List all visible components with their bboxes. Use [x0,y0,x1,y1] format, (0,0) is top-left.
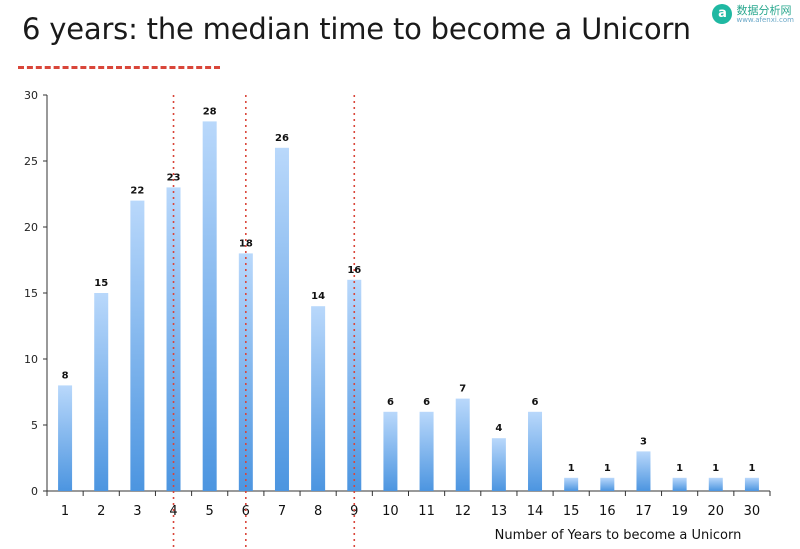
bar [58,385,73,491]
data-label: 4 [495,423,502,434]
title-underline [18,66,220,69]
data-label: 28 [203,106,217,117]
bar [564,477,579,491]
x-tick-label: 15 [563,504,580,519]
bar [528,411,543,491]
bar [94,293,109,491]
bar-series: 8152223281826141666746113111 [58,106,759,492]
x-tick-label: 4 [169,504,177,519]
data-label: 23 [167,172,181,183]
x-tick-label: 12 [454,504,471,519]
x-tick-label: 5 [206,504,214,519]
y-tick-label: 20 [24,221,38,234]
x-tick-label: 9 [350,504,358,519]
data-label: 6 [532,397,539,408]
data-label: 6 [423,397,430,408]
y-axis: 0 5 10 15 20 25 30 [24,89,48,498]
site-logo-icon: a [712,4,733,24]
x-tick-label: 16 [599,504,616,519]
watermark-text: 数据分析网 www.afenxi.com [736,5,794,24]
bar [130,200,145,491]
bar [672,477,687,491]
y-tick-label: 10 [24,353,38,366]
median-markers [172,95,356,549]
bar [600,477,615,491]
bar [455,398,470,491]
x-tick-label: 14 [527,504,544,519]
x-tick-label: 19 [671,504,688,519]
bar [708,477,723,491]
x-tick-label: 20 [708,504,725,519]
x-tick-label: 11 [418,504,435,519]
x-tick-label: 8 [314,504,322,519]
x-tick-label: 6 [242,504,250,519]
data-label: 1 [676,463,683,474]
bar [383,411,398,491]
bar [491,438,506,491]
data-label: 1 [604,463,611,474]
x-tick-label: 17 [635,504,652,519]
y-tick-label: 30 [24,89,38,102]
data-label: 22 [130,186,144,197]
watermark-name: 数据分析网 [736,3,792,17]
x-axis-title: Number of Years to become a Unicorn [495,528,742,543]
data-label: 15 [94,278,108,289]
data-label: 26 [275,133,289,144]
bar [744,477,759,491]
y-tick-label: 15 [24,287,38,300]
data-label: 8 [62,370,69,381]
data-label: 14 [311,291,325,302]
x-tick-label: 3 [133,504,141,519]
x-axis: 1 2 3 4 5 6 7 8 9 10 11 12 13 14 15 16 17 19 20 30 [46,490,771,519]
x-tick-label: 30 [744,504,761,519]
data-label: 18 [239,238,253,249]
data-label: 3 [640,436,647,447]
watermark-url: www.afenxi.com [736,15,794,24]
x-tick-label: 1 [61,504,69,519]
data-label: 1 [748,463,755,474]
bar [419,411,434,491]
bar [274,147,289,492]
data-label: 1 [712,463,719,474]
bar [636,451,651,491]
bar [311,306,326,491]
bar [166,187,181,491]
data-label: 1 [568,463,575,474]
x-tick-label: 2 [97,504,105,519]
y-tick-label: 0 [31,485,38,498]
slide-title: 6 years: the median time to become a Uni… [22,12,691,46]
y-tick-label: 5 [31,419,38,432]
x-tick-label: 10 [382,504,399,519]
bar [202,121,217,492]
data-label: 7 [459,384,466,395]
bar [347,279,362,491]
x-tick-label: 7 [278,504,286,519]
x-tick-label: 13 [491,504,508,519]
watermark: a 数据分析网 www.afenxi.com [712,4,794,24]
y-tick-label: 25 [24,155,38,168]
data-label: 6 [387,397,394,408]
